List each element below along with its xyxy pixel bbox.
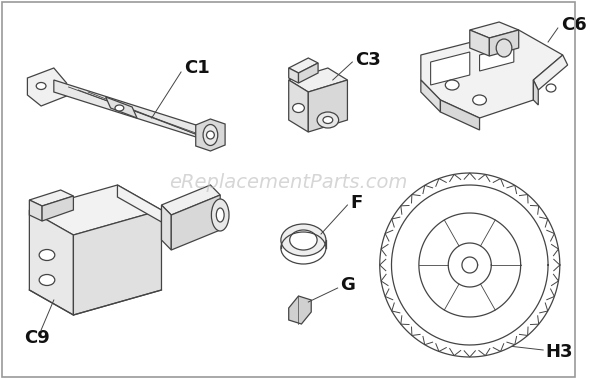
Text: H3: H3	[545, 343, 573, 361]
Polygon shape	[30, 185, 162, 235]
Ellipse shape	[546, 84, 556, 92]
Polygon shape	[533, 55, 568, 90]
Circle shape	[206, 131, 214, 139]
Ellipse shape	[217, 208, 224, 222]
Polygon shape	[30, 190, 73, 206]
Ellipse shape	[293, 103, 304, 113]
Ellipse shape	[39, 274, 55, 285]
Polygon shape	[30, 200, 42, 221]
Polygon shape	[196, 119, 225, 151]
Polygon shape	[309, 80, 348, 132]
Polygon shape	[30, 210, 73, 315]
Polygon shape	[431, 52, 470, 85]
Polygon shape	[421, 30, 563, 118]
Polygon shape	[117, 185, 162, 222]
Ellipse shape	[473, 95, 486, 105]
Ellipse shape	[317, 112, 339, 128]
Polygon shape	[470, 30, 489, 56]
Text: C6: C6	[560, 16, 586, 34]
Ellipse shape	[281, 224, 326, 256]
Polygon shape	[171, 195, 220, 250]
Polygon shape	[289, 68, 299, 83]
Polygon shape	[480, 46, 514, 71]
Polygon shape	[533, 80, 538, 105]
Polygon shape	[73, 210, 162, 315]
Text: C3: C3	[355, 51, 381, 69]
Polygon shape	[54, 80, 205, 140]
Polygon shape	[470, 22, 519, 38]
Polygon shape	[289, 58, 318, 73]
Polygon shape	[162, 205, 171, 250]
Ellipse shape	[211, 199, 229, 231]
Text: G: G	[340, 276, 355, 294]
Ellipse shape	[323, 116, 333, 124]
Polygon shape	[162, 185, 220, 215]
Ellipse shape	[496, 39, 512, 57]
Ellipse shape	[203, 124, 218, 146]
Ellipse shape	[445, 80, 459, 90]
Text: C9: C9	[24, 329, 50, 347]
Ellipse shape	[115, 105, 124, 111]
Ellipse shape	[36, 83, 46, 89]
Polygon shape	[289, 296, 311, 324]
Polygon shape	[440, 100, 480, 130]
Polygon shape	[289, 80, 309, 132]
Polygon shape	[299, 63, 318, 83]
Polygon shape	[106, 97, 137, 118]
Ellipse shape	[290, 230, 317, 250]
Polygon shape	[289, 68, 348, 92]
Polygon shape	[42, 196, 73, 221]
Text: F: F	[350, 194, 363, 212]
Ellipse shape	[39, 249, 55, 260]
Polygon shape	[421, 80, 440, 112]
Polygon shape	[489, 30, 519, 56]
Text: C1: C1	[184, 59, 209, 77]
Text: eReplacementParts.com: eReplacementParts.com	[169, 172, 408, 191]
Polygon shape	[27, 68, 67, 106]
